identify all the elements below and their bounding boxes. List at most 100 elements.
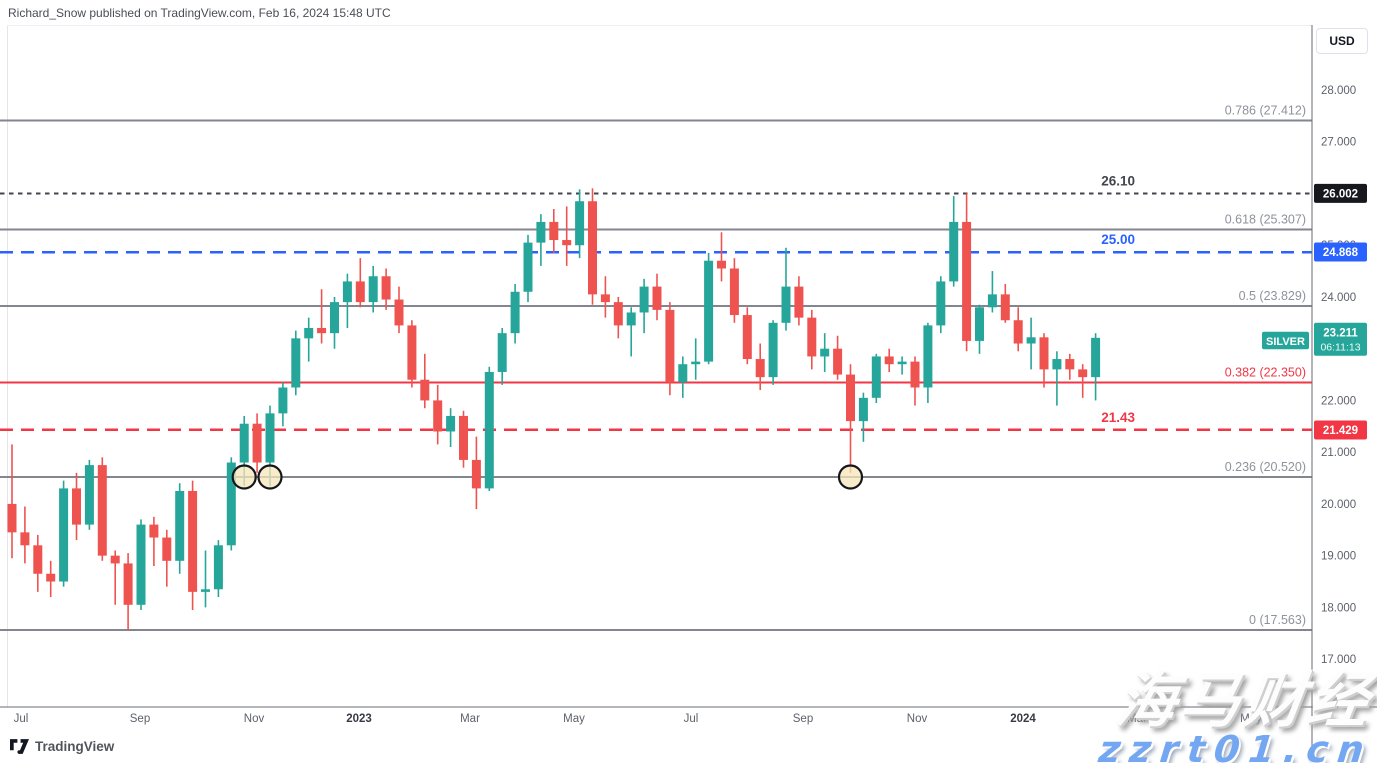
candle-body bbox=[1039, 337, 1049, 370]
candle-body bbox=[471, 459, 481, 489]
axis-badge-text: 21.429 bbox=[1323, 425, 1358, 437]
currency-button[interactable]: USD bbox=[1316, 28, 1368, 54]
axis-badge-text: 24.868 bbox=[1323, 247, 1359, 259]
price-tick-17.000: 17.000 bbox=[1321, 654, 1356, 666]
tradingview-logo[interactable]: TradingView bbox=[10, 739, 114, 754]
time-axis[interactable]: Jul Sep Nov 2023 Mar May Jul Sep Nov 2024 Mar May bbox=[14, 713, 1262, 725]
candle-body bbox=[188, 490, 198, 592]
candle-body bbox=[549, 221, 559, 241]
candle-body bbox=[691, 361, 701, 365]
date-tick-May: May bbox=[1240, 713, 1262, 725]
candle-body bbox=[794, 286, 804, 318]
price-tick-19.000: 19.000 bbox=[1321, 551, 1356, 563]
candle-body bbox=[381, 276, 391, 300]
candle-body bbox=[936, 281, 946, 326]
candle-body bbox=[33, 545, 43, 574]
date-tick-May: May bbox=[563, 713, 585, 725]
candle-body bbox=[704, 260, 714, 362]
price-tick-21.000: 21.000 bbox=[1321, 447, 1356, 459]
price-line-label-21.43: 21.43 bbox=[1101, 410, 1135, 425]
candle-body bbox=[342, 281, 352, 303]
candle-body bbox=[213, 545, 223, 590]
tradingview-logo-icon bbox=[10, 739, 29, 754]
published-byline: Richard_Snow published on TradingView.co… bbox=[8, 6, 391, 20]
fib-level-label-0.236: 0.236 (20.520) bbox=[1225, 460, 1306, 474]
candle-body bbox=[1052, 359, 1062, 370]
candle-body bbox=[575, 201, 585, 246]
candle-body bbox=[846, 374, 855, 422]
candle-series bbox=[7, 188, 1101, 631]
candle-body bbox=[923, 325, 933, 388]
candle-body bbox=[781, 286, 791, 323]
candle-body bbox=[72, 488, 81, 525]
candle-body bbox=[162, 537, 172, 561]
highlight-circle[interactable] bbox=[257, 464, 283, 490]
last-price-group: SILVER 23.211 06:11:13 bbox=[1262, 322, 1367, 356]
candle-body bbox=[987, 294, 997, 308]
candle-body bbox=[497, 333, 507, 372]
date-tick-2024: 2024 bbox=[1010, 713, 1036, 725]
highlight-circle[interactable] bbox=[837, 464, 864, 490]
candle-body bbox=[639, 286, 649, 313]
candle-body bbox=[420, 379, 430, 401]
candle-body bbox=[201, 589, 210, 592]
candle-body bbox=[678, 364, 688, 383]
candle-body bbox=[59, 488, 69, 582]
candle-body bbox=[484, 371, 494, 489]
candle-body bbox=[717, 260, 726, 269]
fib-level-label-0.5: 0.5 (23.829) bbox=[1239, 289, 1306, 303]
candle-body bbox=[97, 465, 107, 556]
candle-body bbox=[1078, 369, 1088, 378]
candle-body bbox=[330, 302, 339, 334]
price-line-label-25.00: 25.00 bbox=[1101, 232, 1135, 247]
symbol-badge-text: SILVER bbox=[1266, 336, 1305, 348]
candle-body bbox=[123, 563, 133, 605]
candle-body bbox=[833, 348, 843, 375]
candle-body bbox=[858, 397, 868, 422]
candle-body bbox=[1065, 359, 1075, 370]
highlight-circle[interactable] bbox=[231, 464, 257, 490]
symbol-badge bbox=[1262, 331, 1309, 350]
candle-body bbox=[446, 415, 456, 432]
candle-body bbox=[562, 240, 572, 246]
candle-body bbox=[265, 413, 275, 463]
candle-body bbox=[175, 490, 185, 561]
candle-body bbox=[226, 462, 236, 546]
axis-badge-text: 26.002 bbox=[1323, 188, 1358, 200]
candle-body bbox=[897, 361, 907, 365]
candle-body bbox=[433, 400, 443, 432]
bar-countdown-text: 06:11:13 bbox=[1320, 341, 1360, 353]
axis-badge-21.429 bbox=[1314, 420, 1367, 440]
candle-body bbox=[510, 291, 520, 334]
candle-body bbox=[820, 348, 830, 357]
fib-level-label-0: 0 (17.563) bbox=[1249, 613, 1306, 627]
price-tick-18.000: 18.000 bbox=[1321, 602, 1356, 614]
fib-level-label-0.618: 0.618 (25.307) bbox=[1225, 212, 1306, 226]
candle-body bbox=[136, 524, 146, 605]
candle-body bbox=[252, 423, 262, 463]
tradingview-logo-text: TradingView bbox=[35, 739, 115, 754]
fib-level-label-0.786: 0.786 (27.412) bbox=[1225, 103, 1306, 117]
fib-level-label-0.382: 0.382 (22.350) bbox=[1225, 365, 1306, 379]
date-tick-Jul: Jul bbox=[684, 713, 699, 725]
price-axis[interactable]: 28.00027.00026.00025.00024.00023.00022.0… bbox=[1321, 85, 1356, 666]
candle-body bbox=[600, 294, 610, 303]
price-tick-28.000: 28.000 bbox=[1321, 85, 1356, 97]
candle-body bbox=[910, 361, 920, 388]
candle-body bbox=[407, 325, 417, 380]
date-tick-Sep: Sep bbox=[130, 713, 150, 725]
candle-body bbox=[394, 299, 404, 326]
last-price-badge bbox=[1314, 322, 1367, 356]
candle-body bbox=[613, 302, 623, 326]
date-tick-Mar: Mar bbox=[1127, 713, 1147, 725]
candle-body bbox=[665, 309, 675, 383]
date-tick-Nov: Nov bbox=[907, 713, 928, 725]
candle-body bbox=[1013, 320, 1023, 344]
candle-body bbox=[962, 221, 972, 341]
candle-body bbox=[755, 359, 765, 378]
candle-body bbox=[46, 573, 56, 582]
candle-body bbox=[239, 423, 249, 463]
highlight-circles bbox=[231, 464, 864, 490]
candle-body bbox=[768, 322, 778, 378]
